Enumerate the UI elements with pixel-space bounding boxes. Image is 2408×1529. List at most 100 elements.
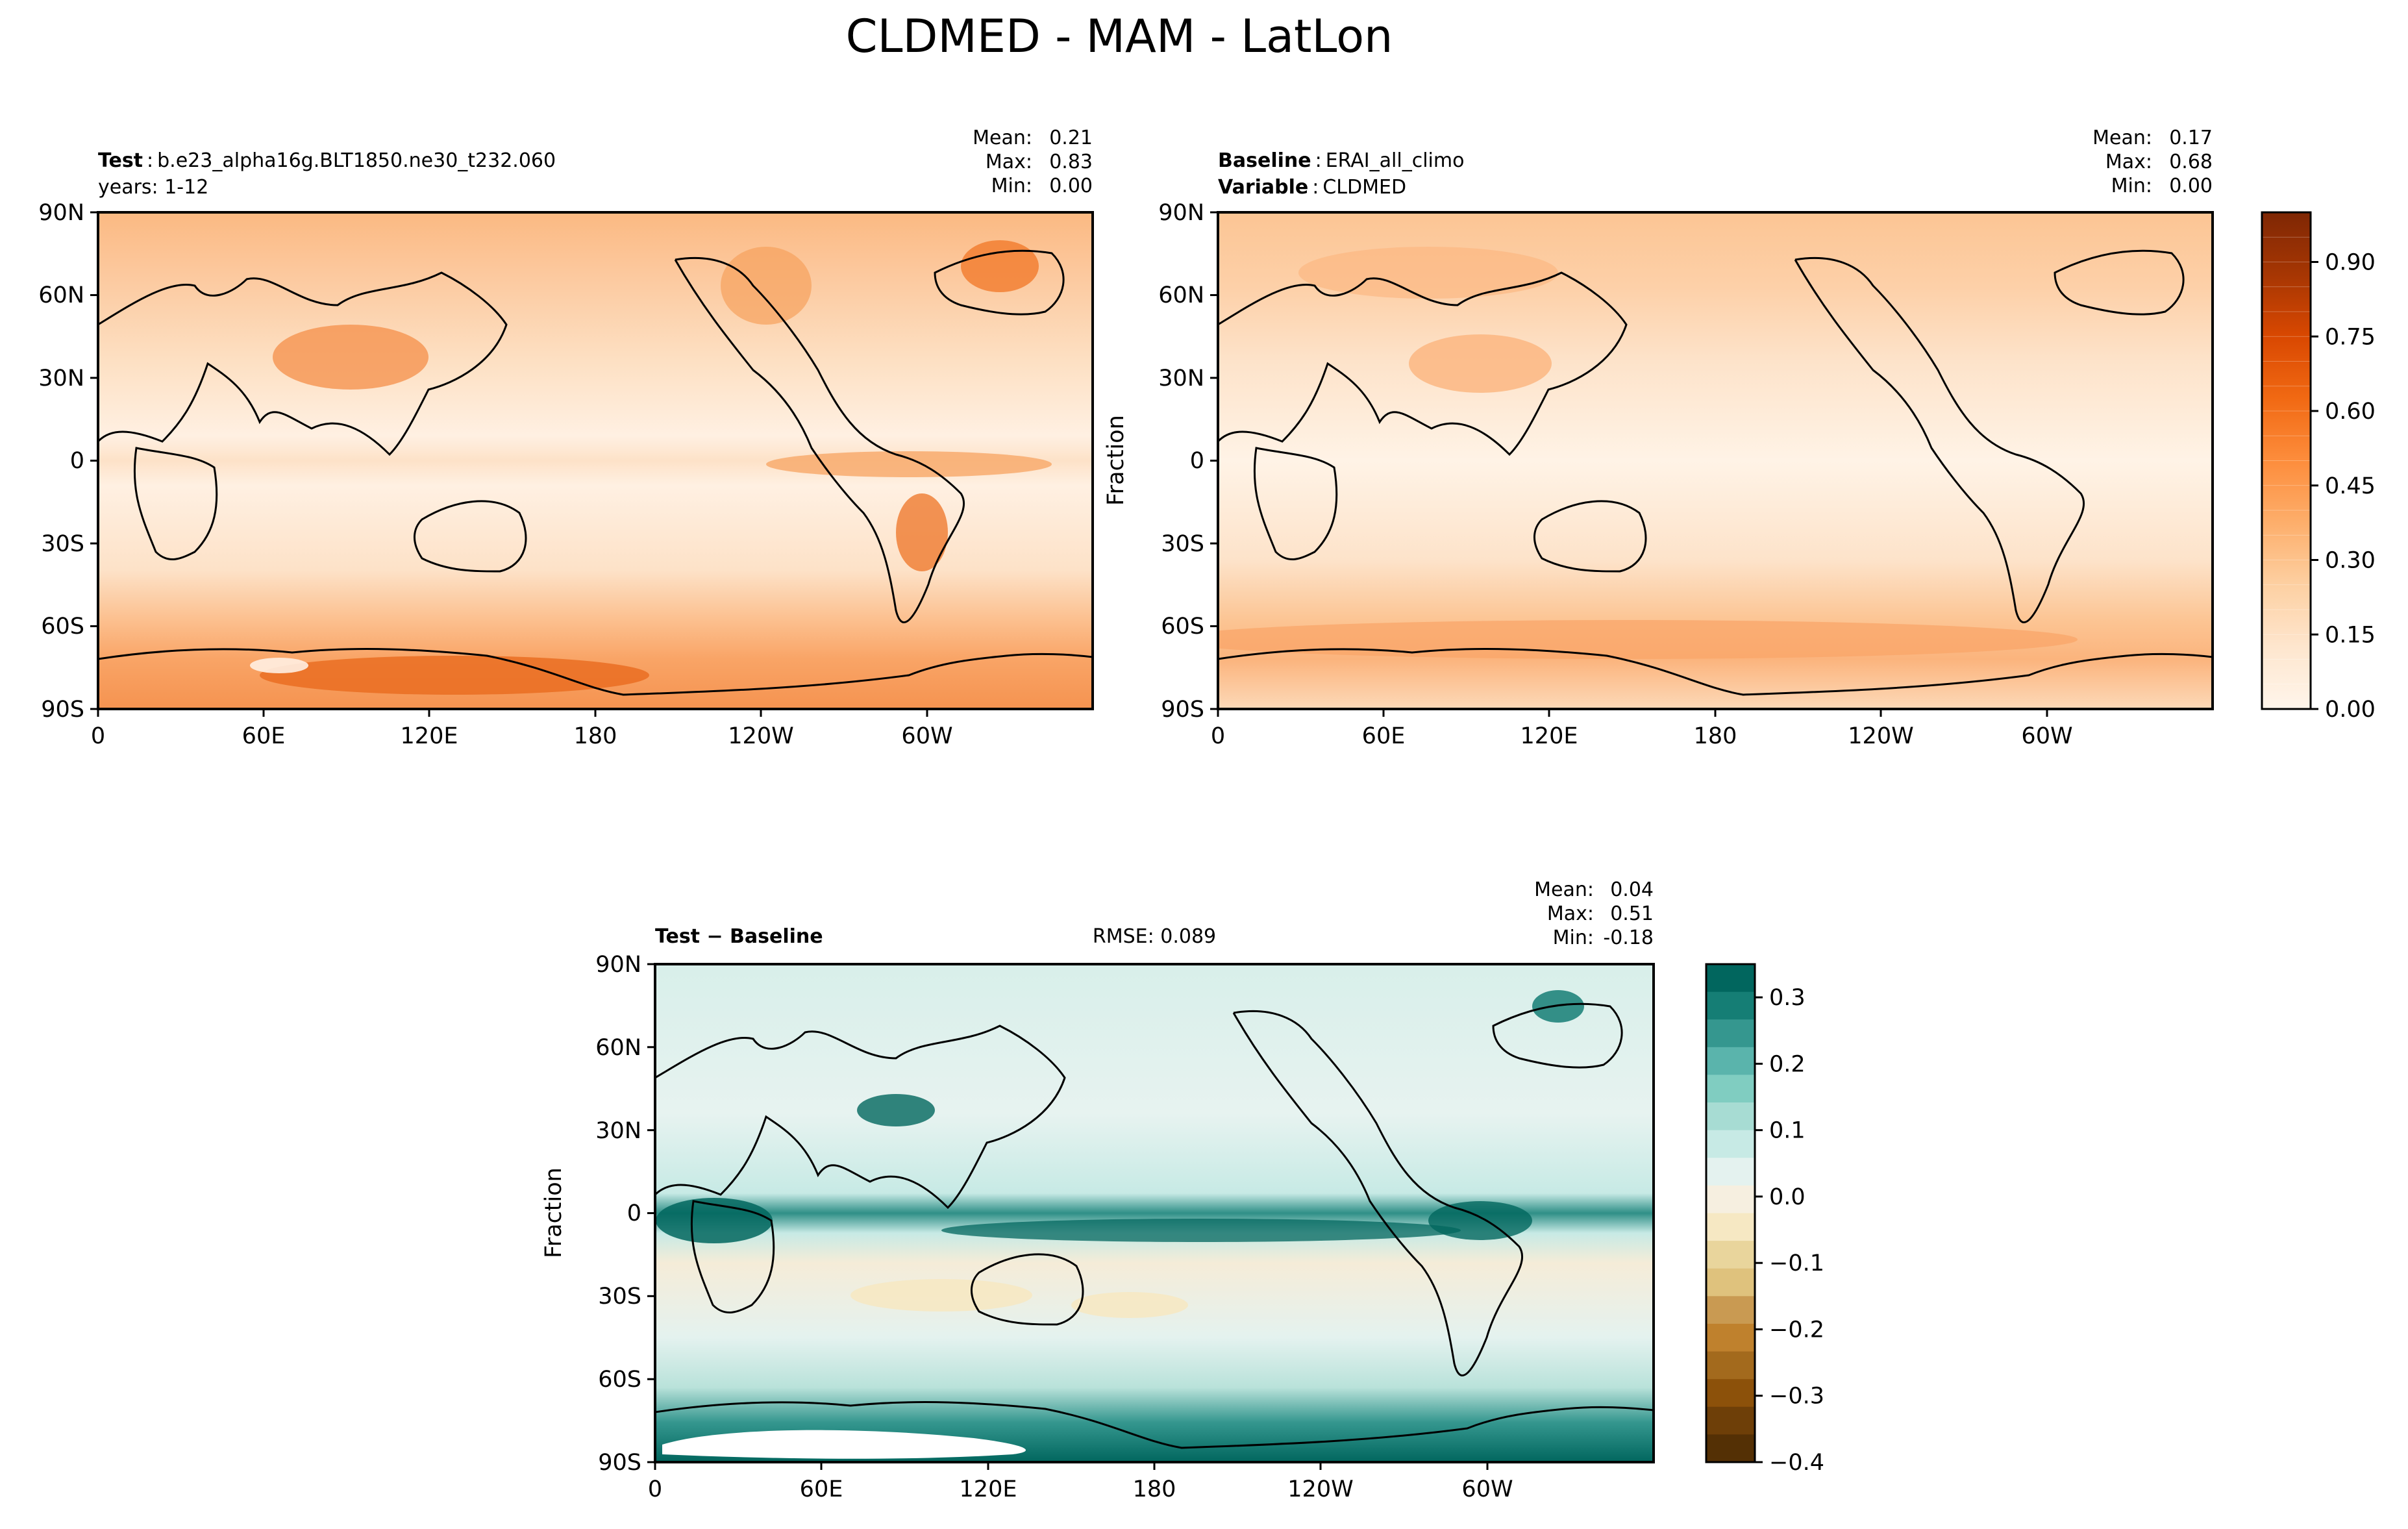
diff-ytick-0: 0 xyxy=(627,1200,641,1226)
diff-ylabel: Fraction xyxy=(541,1167,567,1258)
baseline-label: Baseline: ERAI_all_climo xyxy=(1218,149,1464,172)
baseline-max-label: Max: xyxy=(2105,151,2152,173)
diff-xtick-60w: 60W xyxy=(1461,1476,1513,1502)
colorbar-diff-band xyxy=(1706,1102,1755,1131)
colorbar-diff-frame xyxy=(1705,963,1756,1463)
diff-xtick-120e: 120E xyxy=(960,1476,1017,1502)
baseline-xtick-120w: 120W xyxy=(1848,723,1913,749)
colorbar-orange-fill xyxy=(2262,212,2311,709)
test-label-sep: : xyxy=(147,149,153,172)
diff-rmse: RMSE: 0.089 xyxy=(1093,925,1216,948)
test-label-bold: Test xyxy=(98,149,143,172)
baseline-ytick-90s: 90S xyxy=(1161,697,1204,723)
baseline-mean-value: 0.17 xyxy=(2169,127,2213,149)
colorbar-diff-band xyxy=(1706,1268,1755,1297)
colorbar-diff-band xyxy=(1706,1075,1755,1103)
colorbar-diff-tick-label: −0.1 xyxy=(1769,1250,1824,1276)
colorbar-orange-ticks: 0.00 0.15 0.30 0.45 0.60 0.75 0.90 xyxy=(2311,250,2376,723)
colorbar-diff-band xyxy=(1706,1241,1755,1269)
baseline-label-bold: Baseline xyxy=(1218,149,1311,172)
colorbar-diff-band xyxy=(1706,964,1755,993)
test-label-value: b.e23_alpha16g.BLT1850.ne30_t232.060 xyxy=(157,149,556,172)
diff-patch-amazon xyxy=(1428,1201,1532,1240)
test-label: Test: b.e23_alpha16g.BLT1850.ne30_t232.06… xyxy=(98,149,556,172)
baseline-patch-southern xyxy=(1218,620,2078,659)
test-xtick-120e: 120E xyxy=(401,723,458,749)
test-ytick-30s: 30S xyxy=(41,531,84,557)
colorbar-diff-band xyxy=(1706,1379,1755,1408)
diff-mean-label: Mean: xyxy=(1534,878,1594,901)
test-xtick-120w: 120W xyxy=(728,723,793,749)
baseline-variable-bold: Variable xyxy=(1218,176,1308,199)
baseline-xtick-60e: 60E xyxy=(1362,723,1406,749)
colorbar-orange-tick-label: 0.75 xyxy=(2325,324,2376,350)
test-patch-siberia xyxy=(961,240,1039,292)
colorbar-diff-band xyxy=(1706,1130,1755,1158)
diff-yaxis: 90N 60N 30N 0 30S 60S 90S xyxy=(595,952,655,1476)
colorbar-diff-tick-label: 0.1 xyxy=(1769,1118,1806,1144)
diff-xaxis: 0 60E 120E 180 120W 60W xyxy=(648,1462,1513,1502)
test-coastlines xyxy=(98,249,1093,696)
test-xtick-60w: 60W xyxy=(901,723,952,749)
baseline-variable: Variable: CLDMED xyxy=(1218,176,1406,199)
baseline-patch-tibet xyxy=(1409,334,1552,393)
colorbar-diff-tick-label: 0.0 xyxy=(1769,1184,1806,1210)
test-patch-amazon xyxy=(896,493,948,571)
colorbar-orange-tick-label: 0.15 xyxy=(2325,622,2376,648)
colorbar-orange-tick-label: 0.60 xyxy=(2325,399,2376,425)
colorbar-diff-band xyxy=(1706,1323,1755,1352)
baseline-ytick-60n: 60N xyxy=(1158,282,1204,308)
baseline-xtick-180: 180 xyxy=(1694,723,1737,749)
test-patch-antarctic-white xyxy=(250,658,308,673)
panel-baseline: Baseline: ERAI_all_climo Variable: CLDMED … xyxy=(1103,127,2214,749)
test-patch-itcz xyxy=(766,451,1052,477)
panel-difference: Test − Baseline RMSE: 0.089 Mean: 0.04 M… xyxy=(541,878,1655,1502)
colorbar-diff-tick-label: 0.2 xyxy=(1769,1051,1806,1077)
baseline-xtick-0: 0 xyxy=(1211,723,1225,749)
diff-patch-dry xyxy=(850,1279,1032,1311)
baseline-min-value: 0.00 xyxy=(2169,175,2213,197)
diff-patch-itcz-central xyxy=(941,1219,1461,1242)
baseline-max-value: 0.68 xyxy=(2169,151,2213,173)
colorbar-diff: 0.3 0.2 0.1 0.0 −0.1 −0.2 −0.3 −0.4 xyxy=(1705,963,1824,1476)
test-patch-antarctic xyxy=(260,656,649,695)
colorbar-diff-band xyxy=(1706,1158,1755,1186)
panel-test: Test: b.e23_alpha16g.BLT1850.ne30_t232.06… xyxy=(38,127,1094,749)
test-years: years: 1-12 xyxy=(98,176,208,199)
baseline-mean-label: Mean: xyxy=(2092,127,2152,149)
baseline-coastlines xyxy=(1218,249,2213,696)
diff-ytick-90n: 90N xyxy=(595,952,641,978)
diff-xtick-60e: 60E xyxy=(800,1476,843,1502)
diff-ytick-90s: 90S xyxy=(598,1450,641,1476)
diff-max-label: Max: xyxy=(1547,902,1594,925)
test-xaxis: 0 60E 120E 180 120W 60W xyxy=(91,709,953,749)
test-mean-label: Mean: xyxy=(973,127,1032,149)
baseline-ytick-60s: 60S xyxy=(1161,614,1204,640)
colorbar-orange: 0.00 0.15 0.30 0.45 0.60 0.75 0.90 xyxy=(2261,211,2376,723)
colorbar-orange-tick-label: 0.00 xyxy=(2325,697,2376,723)
diff-coastlines xyxy=(655,1002,1654,1449)
colorbar-diff-band xyxy=(1706,1047,1755,1075)
test-xtick-0: 0 xyxy=(91,723,105,749)
colorbar-diff-band xyxy=(1706,1019,1755,1048)
diff-ytick-60n: 60N xyxy=(595,1035,641,1061)
colorbar-diff-ticks: 0.3 0.2 0.1 0.0 −0.1 −0.2 −0.3 −0.4 xyxy=(1755,985,1824,1476)
test-ytick-30n: 30N xyxy=(38,366,84,392)
diff-xtick-120w: 120W xyxy=(1287,1476,1353,1502)
diff-patch-dry2 xyxy=(1071,1292,1188,1318)
test-patch-tibet xyxy=(273,325,428,390)
test-ytick-60s: 60S xyxy=(41,614,84,640)
test-min-label: Min: xyxy=(991,175,1032,197)
test-min-value: 0.00 xyxy=(1049,175,1093,197)
baseline-ytick-0: 0 xyxy=(1190,448,1204,474)
test-max-label: Max: xyxy=(986,151,1032,173)
diff-ytick-30n: 30N xyxy=(595,1118,641,1144)
baseline-label-value: ERAI_all_climo xyxy=(1326,149,1465,172)
baseline-ytick-30s: 30S xyxy=(1161,531,1204,557)
colorbar-diff-band xyxy=(1706,1406,1755,1435)
test-patch-alaska xyxy=(721,247,812,325)
baseline-ylabel: Fraction xyxy=(1103,415,1129,506)
colorbar-diff-band xyxy=(1706,991,1755,1020)
colorbar-diff-tick-label: −0.2 xyxy=(1769,1317,1824,1343)
